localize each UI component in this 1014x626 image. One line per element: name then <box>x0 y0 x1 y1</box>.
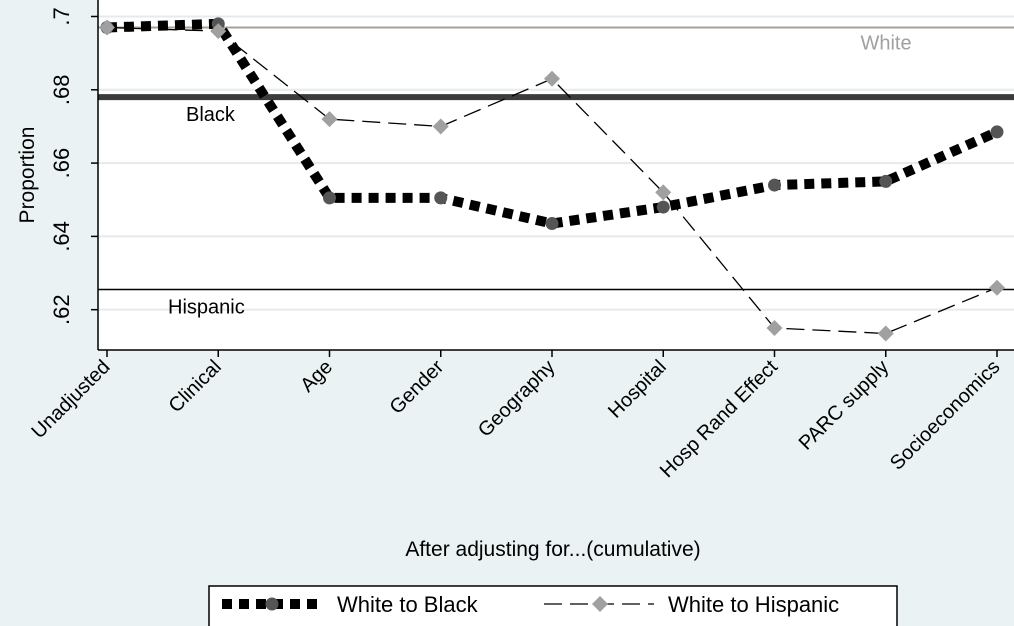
plot-area <box>98 0 1014 350</box>
x-axis-title: After adjusting for...(cumulative) <box>405 538 700 561</box>
data-point <box>877 325 894 342</box>
data-point <box>210 23 227 40</box>
legend-box <box>208 585 898 626</box>
x-tick-label: Age <box>296 356 337 397</box>
y-tick-label: .66 <box>49 148 74 179</box>
data-point <box>321 111 338 128</box>
legend-marker-white-to-black <box>265 597 279 611</box>
x-tick-label: Hosp Rand Effect <box>656 356 782 482</box>
y-tick-label: .7 <box>49 7 74 25</box>
data-point <box>879 174 893 188</box>
legend-label-white-to-black: White to Black <box>337 592 479 617</box>
y-tick-label: .68 <box>49 74 74 105</box>
data-point <box>990 125 1004 139</box>
x-tick-label: PARC supply <box>795 356 894 455</box>
data-point <box>544 70 560 87</box>
y-axis-title: Proportion <box>16 127 39 224</box>
data-point <box>655 184 672 201</box>
data-point <box>434 191 448 205</box>
y-tick-label: .64 <box>49 221 74 252</box>
y-tick-label: .62 <box>49 294 74 325</box>
data-point <box>99 19 115 36</box>
x-tick-label: Gender <box>386 356 449 419</box>
data-point <box>989 279 1005 296</box>
data-point <box>768 178 781 192</box>
legend-marker-white-to-hispanic <box>592 596 608 612</box>
legend: White to Black White to Hispanic <box>208 585 898 626</box>
reference-label-black: Black <box>186 104 236 126</box>
data-point <box>432 118 449 135</box>
data-point <box>766 320 783 337</box>
data-point <box>323 191 336 205</box>
data-point <box>545 217 559 231</box>
x-tick-label: Geography <box>474 356 560 442</box>
x-tick-label: Clinical <box>165 356 226 417</box>
reference-label-hispanic: Hispanic <box>168 297 245 319</box>
x-tick-label: Socioeconomics <box>886 356 1005 475</box>
data-point <box>656 200 670 214</box>
x-tick-label: Hospital <box>604 356 671 423</box>
legend-label-white-to-hispanic: White to Hispanic <box>668 592 839 617</box>
reference-label-white: White <box>860 32 911 54</box>
x-tick-label: Unadjusted <box>27 356 114 443</box>
